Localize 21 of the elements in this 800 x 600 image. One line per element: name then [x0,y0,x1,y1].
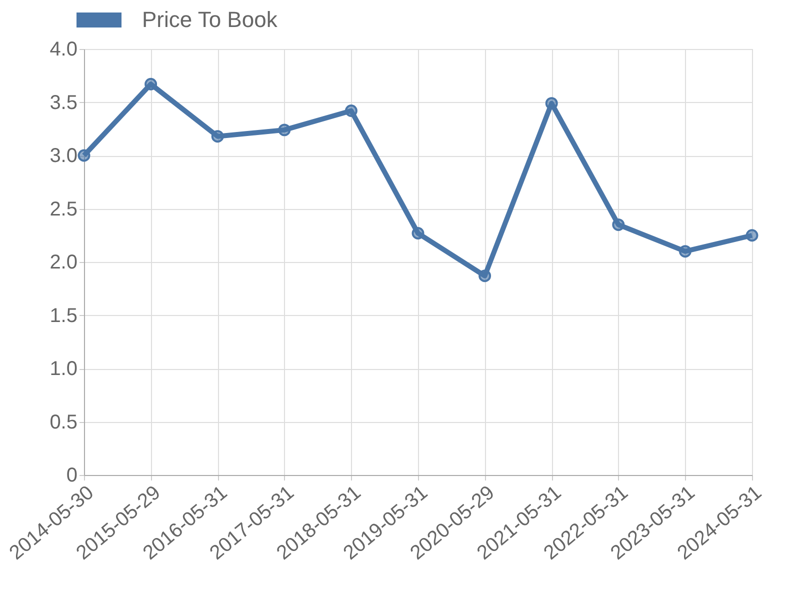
point [211,130,224,143]
point [78,149,90,162]
point [678,245,692,258]
y-tick-label: 4.0 [50,38,78,60]
y-tick-label: 3.0 [50,145,78,167]
y-tick-label: 1.5 [50,304,78,327]
point [746,229,758,242]
point [545,97,558,110]
point [412,227,424,240]
y-tick-label: 1.0 [50,358,78,380]
point [612,218,625,231]
point [478,270,492,282]
y-tick-label: 3.5 [50,92,78,114]
point [144,78,158,90]
point [344,104,358,118]
legend-label: Price To Book [142,7,278,32]
y-tick-label: 2.0 [50,252,78,274]
y-tick-label: 0.5 [50,411,78,434]
y-tick-label: 0 [66,464,78,486]
y-tick-label: 2.5 [50,198,78,220]
point [278,124,291,136]
